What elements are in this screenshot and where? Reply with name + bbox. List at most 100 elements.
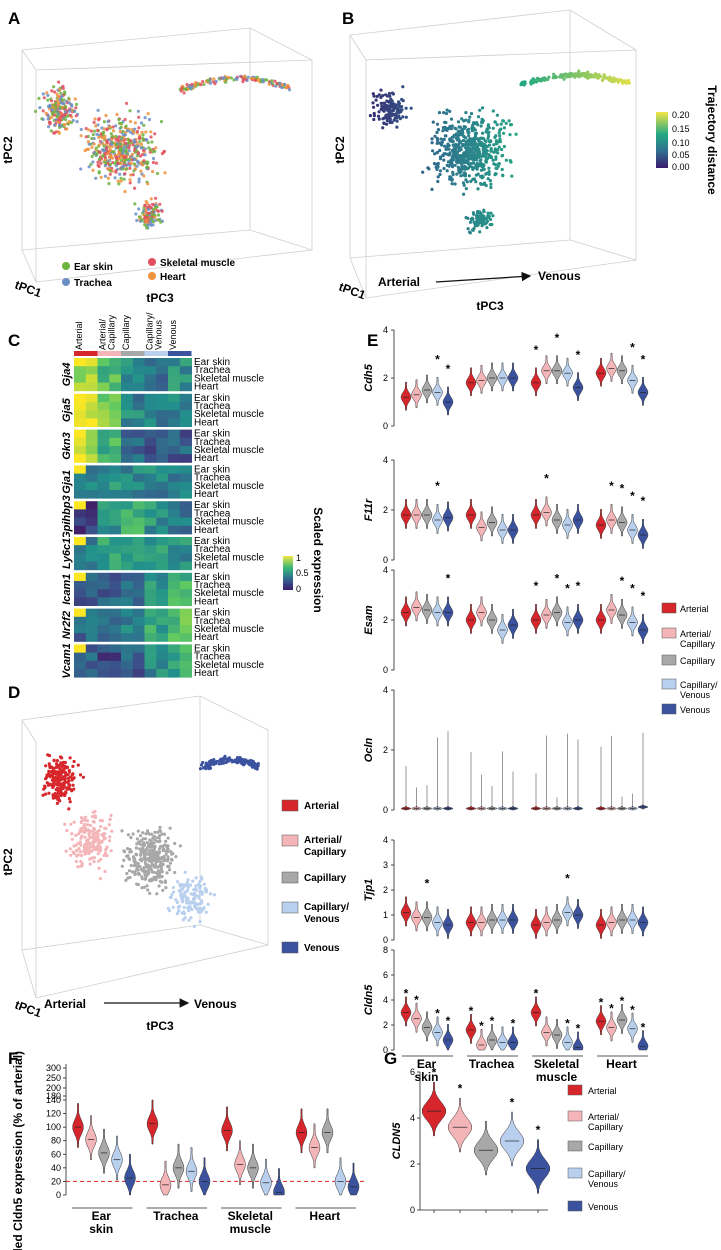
cell-point	[38, 106, 42, 110]
significance-star: *	[565, 582, 570, 596]
trajectory-point	[460, 127, 464, 131]
cell-point	[69, 120, 74, 125]
state-point	[161, 847, 166, 851]
panel-e-ytick: 3	[383, 860, 388, 870]
violin-f	[347, 1162, 360, 1196]
cell-point	[129, 139, 133, 143]
panel-g-legend-swatch-4	[567, 1200, 583, 1212]
trajectory-point	[602, 73, 606, 77]
heatmap-cell	[132, 525, 145, 535]
heatmap-cell	[144, 644, 157, 653]
heatmap-cell	[179, 545, 192, 554]
panel-e-ytick: 4	[383, 325, 388, 335]
legend-heart: Heart	[160, 272, 186, 283]
cell-point	[133, 202, 137, 206]
heatmap-cell	[85, 481, 98, 491]
violin-F11r	[421, 499, 433, 529]
panel-b-arrow	[435, 271, 532, 283]
legend-label-1-b: Capillary	[304, 847, 347, 858]
cell-point	[146, 211, 150, 215]
cell-point	[137, 115, 141, 119]
heatmap-cell	[132, 572, 145, 582]
cell-point	[151, 208, 155, 212]
trajectory-point	[481, 215, 485, 219]
state-point	[92, 844, 96, 848]
heatmap-cell	[168, 358, 181, 367]
trajectory-point	[432, 162, 437, 166]
trajectory-point	[477, 220, 481, 224]
trajectory-point	[467, 174, 471, 178]
cell-point	[84, 135, 88, 139]
legend-ear-skin: Ear skin	[74, 262, 113, 273]
cell-point	[224, 80, 228, 84]
trajectory-point	[578, 74, 582, 78]
state-point	[67, 768, 71, 773]
trajectory-point	[467, 118, 471, 122]
heatmap-cell	[179, 509, 192, 518]
cell-point	[130, 127, 134, 132]
trajectory-point	[464, 118, 468, 122]
cell-point	[159, 220, 163, 224]
violin-f	[295, 1108, 308, 1154]
heatmap-cell	[74, 597, 87, 606]
state-point	[83, 848, 87, 852]
heatmap-cell	[156, 625, 169, 634]
state-point	[201, 760, 205, 765]
heatmap-cell	[109, 446, 122, 455]
cell-point	[50, 99, 54, 103]
significance-star: *	[576, 348, 581, 362]
cell-point	[196, 83, 200, 87]
cell-point	[151, 220, 156, 224]
trajectory-point	[519, 83, 523, 87]
state-point	[103, 826, 107, 830]
trajectory-point	[438, 141, 442, 145]
state-point	[235, 761, 239, 765]
cell-point	[213, 82, 217, 86]
heatmap-cell	[85, 581, 98, 590]
trajectory-point	[475, 146, 479, 151]
cell-point	[52, 113, 57, 117]
heatmap-cell	[74, 410, 87, 419]
heatmap-cell	[179, 633, 192, 642]
trajectory-point	[465, 180, 469, 184]
state-point	[72, 759, 76, 764]
state-point	[127, 869, 132, 873]
heatmap-cell	[74, 358, 87, 367]
violin-g	[421, 1081, 447, 1137]
cell-point	[153, 149, 157, 153]
cell-point	[129, 161, 133, 165]
heatmap-row-label: Ear skin	[194, 608, 230, 619]
panel-g-legend-3-b: Venous	[588, 1179, 619, 1189]
heatmap-cell	[97, 366, 110, 375]
heatmap-cell	[109, 561, 122, 571]
state-point	[163, 880, 168, 885]
panel-c: Arterial Arterial/Capillary Capillary Capil…	[60, 312, 325, 679]
cell-point	[143, 153, 147, 157]
state-point	[79, 859, 83, 864]
heatmap-cell	[132, 660, 145, 670]
cell-point	[121, 129, 125, 134]
cell-point	[253, 78, 257, 82]
cell-point	[246, 75, 250, 79]
trajectory-point	[455, 150, 460, 154]
heatmap-row-label: Skeletal muscle	[194, 481, 264, 492]
trajectory-point	[500, 147, 504, 152]
trajectory-point	[504, 121, 508, 125]
state-point	[65, 828, 69, 833]
state-point	[72, 844, 76, 848]
heatmap-cell	[132, 652, 145, 662]
legend-label-3-b: Venous	[304, 914, 340, 925]
heatmap-row-label: Ear skin	[194, 357, 230, 368]
heatmap-cell	[179, 473, 192, 483]
trajectory-point	[388, 114, 393, 118]
trajectory-point	[612, 77, 616, 82]
trajectory-point	[379, 95, 383, 100]
state-point	[90, 849, 94, 853]
trajectory-point	[575, 74, 580, 78]
violin-Cdh5	[530, 367, 542, 397]
state-point	[163, 858, 167, 863]
state-point	[136, 829, 140, 833]
heatmap-cell	[109, 525, 122, 535]
legend-swatch-1	[281, 834, 299, 847]
